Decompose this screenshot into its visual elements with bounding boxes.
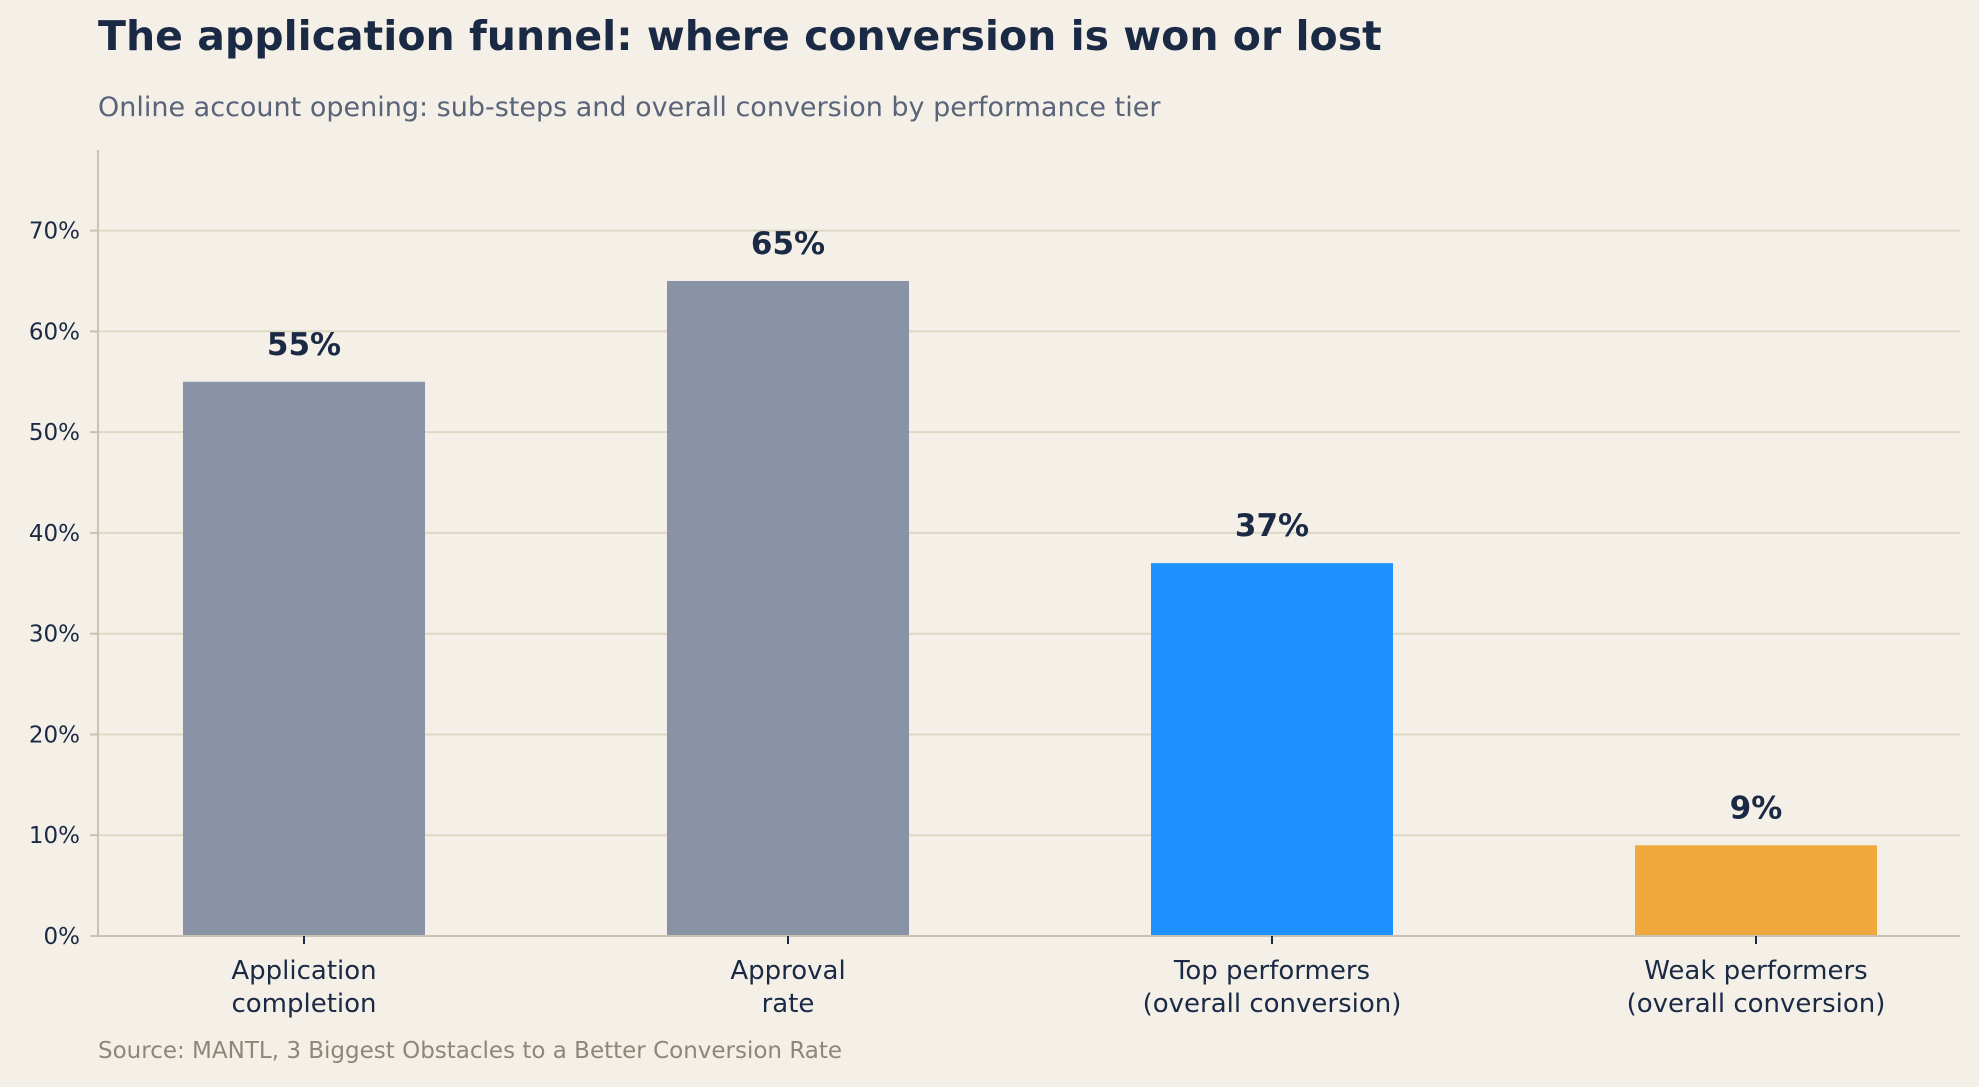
x-tick-label: (overall conversion)	[1143, 989, 1402, 1019]
chart-title: The application funnel: where conversion…	[98, 12, 1382, 60]
data-label: 9%	[1730, 790, 1783, 826]
chart-source: Source: MANTL, 3 Biggest Obstacles to a …	[98, 1038, 843, 1064]
bar	[667, 281, 909, 936]
x-tick-label: completion	[231, 989, 376, 1019]
data-label: 55%	[267, 327, 341, 363]
labels: 0% 10% 20% 30% 40% 50% 60% 70% 55% Applicationcom…	[29, 219, 1886, 1019]
x-tick-label: rate	[762, 989, 815, 1019]
y-tick-label: 50%	[29, 420, 80, 446]
bar	[1635, 845, 1877, 936]
y-tick-label: 30%	[29, 622, 80, 648]
y-tick-label: 70%	[29, 219, 80, 245]
x-tick-label: Weak performers	[1644, 956, 1867, 986]
x-tick-label: Top performers	[1173, 956, 1370, 986]
y-tick-label: 0%	[44, 924, 81, 950]
data-label: 65%	[751, 226, 825, 262]
axes	[90, 150, 1960, 944]
x-tick-label: Approval	[730, 956, 845, 986]
x-tick-label: (overall conversion)	[1627, 989, 1886, 1019]
y-tick-label: 40%	[29, 521, 80, 547]
x-tick-label: Application	[231, 956, 376, 986]
bar	[183, 381, 425, 936]
bars	[183, 281, 1877, 936]
y-tick-label: 10%	[29, 823, 80, 849]
y-tick-label: 60%	[29, 319, 80, 345]
bar	[1151, 563, 1393, 936]
chart-subtitle: Online account opening: sub-steps and ov…	[98, 92, 1161, 123]
y-tick-label: 20%	[29, 722, 80, 748]
data-label: 37%	[1235, 508, 1309, 544]
